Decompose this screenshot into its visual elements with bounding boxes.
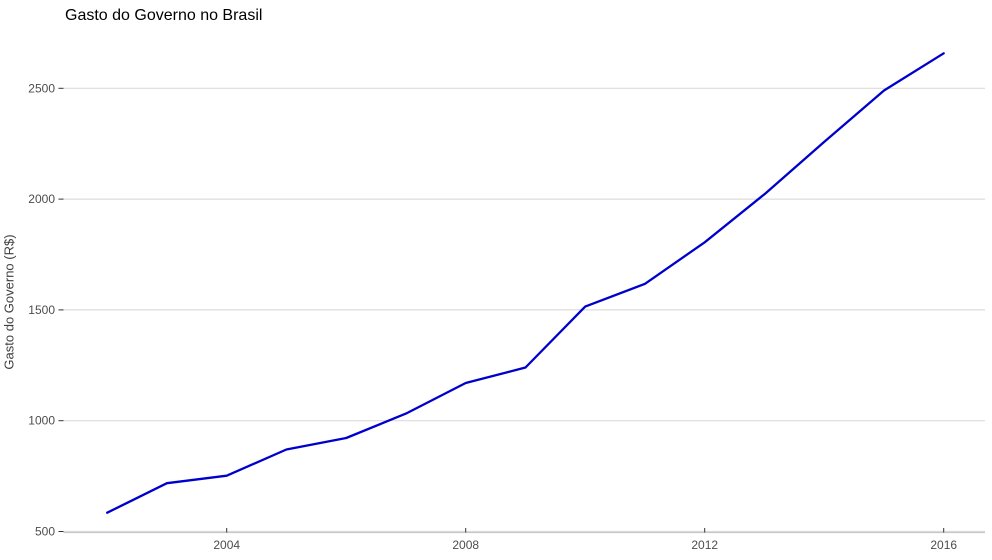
y-axis-title: Gasto do Governo (R$): [1, 234, 17, 370]
y-tick-label: 2500: [28, 81, 55, 95]
y-tick-label: 500: [35, 525, 55, 539]
y-tick-label: 1500: [28, 303, 55, 317]
y-tick-label: 2000: [28, 192, 55, 206]
x-tick-label: 2012: [691, 538, 718, 552]
y-tick-label: 1000: [28, 414, 55, 428]
chart-title: Gasto do Governo no Brasil: [65, 7, 263, 24]
x-tick-label: 2004: [213, 538, 240, 552]
x-tick-label: 2016: [930, 538, 957, 552]
x-tick-label: 2008: [452, 538, 479, 552]
spending-trend-line: [106, 52, 945, 514]
